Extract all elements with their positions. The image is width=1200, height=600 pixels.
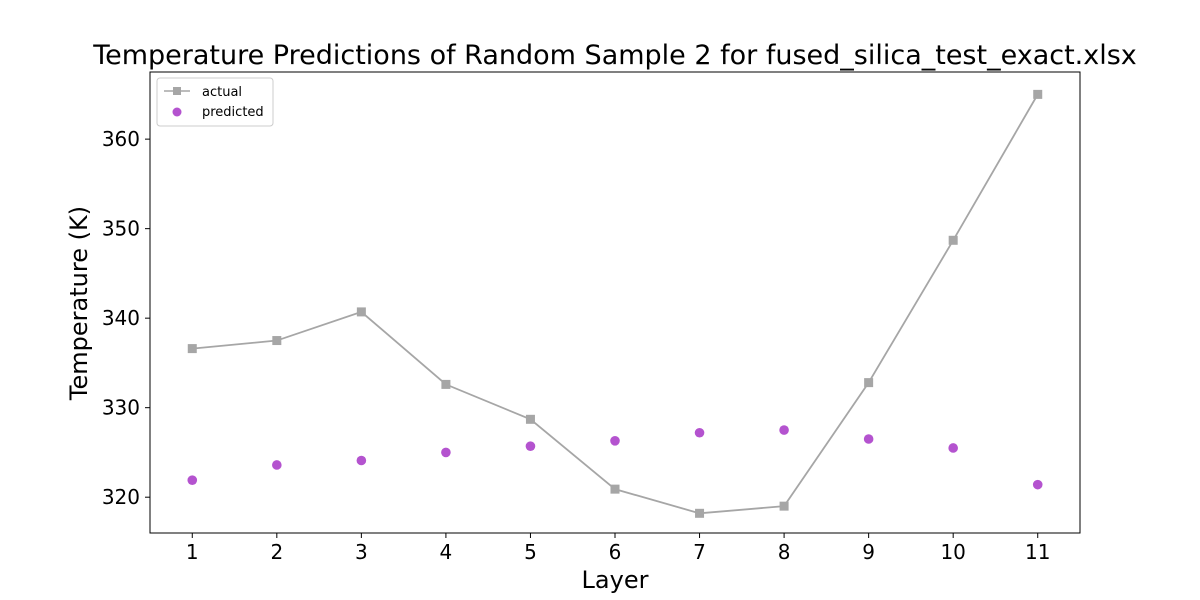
legend: actual predicted [156,77,274,127]
legend-actual-label: actual [202,85,242,100]
series-predicted-point [779,425,789,435]
series-actual-point [695,508,705,518]
series-actual-point [948,235,958,245]
series-predicted-point [863,434,874,444]
series-actual-point [525,414,535,424]
series-predicted-point [1032,479,1043,490]
series-actual-point [779,501,789,511]
y-tick-label: 350 [102,217,140,241]
series-layer [187,89,1043,518]
x-tick-label: 7 [693,540,706,564]
x-tick-label: 3 [355,540,368,564]
legend-predicted-marker [172,107,182,117]
series-actual-point [864,378,874,388]
x-tick-label: 4 [440,540,453,564]
x-tick-label: 2 [270,540,283,564]
series-actual-point [187,344,197,354]
x-tick-label: 1 [186,540,199,564]
y-tick-label: 320 [102,485,140,509]
x-tick-label: 8 [778,540,791,564]
x-tick-label: 5 [524,540,537,564]
y-axis-label: Temperature (K) [65,206,93,401]
y-tick-label: 330 [102,396,140,420]
series-actual-point [441,379,451,389]
series-predicted-point [356,455,367,466]
plot-frame [149,71,1081,534]
series-predicted-point [525,441,536,451]
series-predicted-point [441,447,451,458]
x-axis-label: Layer [582,566,649,594]
x-tick-label: 10 [940,540,965,564]
ticks-layer: 1 2 3 4 5 6 7 8 9 10 11 320 330 340 350 360 [102,127,1051,564]
series-predicted-point [694,427,705,438]
x-tick-label: 6 [609,540,622,564]
x-tick-label: 11 [1025,540,1050,564]
series-predicted-point [272,460,282,470]
series-actual-point [356,307,366,317]
plot-area [150,72,1080,533]
series-actual-point [1033,89,1043,99]
series-actual-point [610,484,620,494]
series-predicted-point [948,443,958,453]
legend-actual-marker [173,87,181,95]
y-tick-label: 360 [102,127,140,151]
legend-box [156,77,274,127]
x-tick-label: 9 [862,540,875,564]
series-predicted-point [610,436,620,446]
y-tick-label: 340 [102,306,140,330]
series-actual-point [272,336,282,346]
series-predicted-point [187,475,198,485]
chart-title: Temperature Predictions of Random Sample… [92,40,1137,71]
legend-predicted-label: predicted [202,105,264,120]
